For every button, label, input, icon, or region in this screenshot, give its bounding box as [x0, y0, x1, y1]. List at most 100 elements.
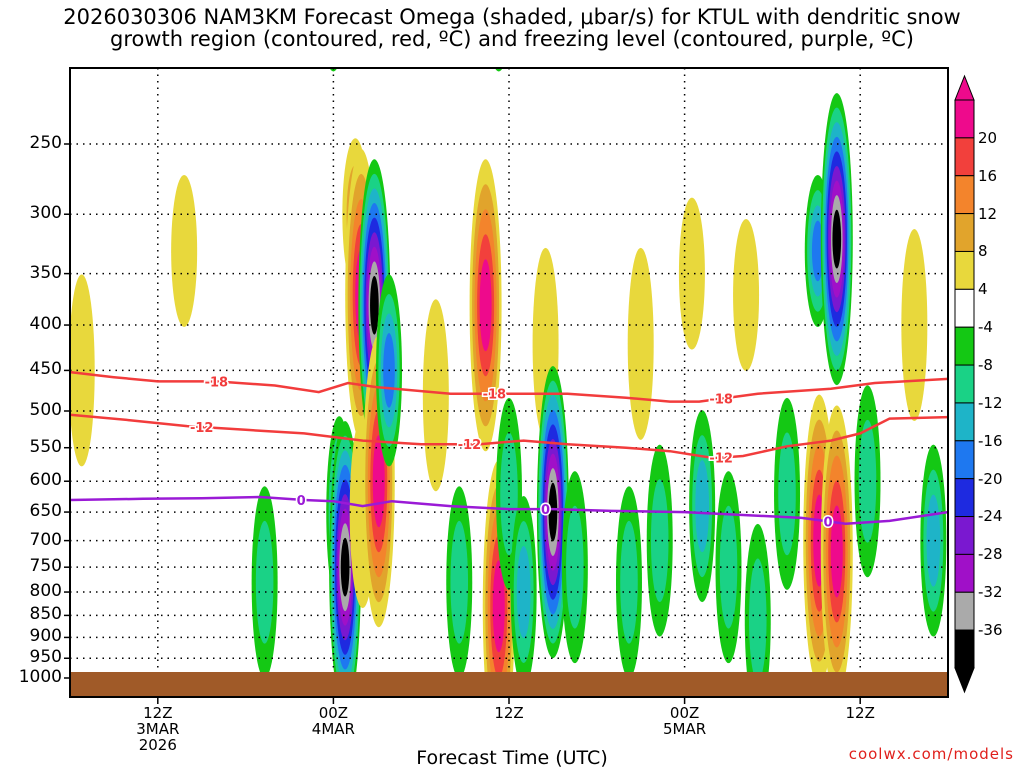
omega-cell-38: [920, 444, 947, 637]
omega-cell-3: [329, 68, 338, 72]
x-tick-label-48-line-1: 5MAR: [663, 720, 707, 738]
y-tick-label-400: 400: [29, 314, 62, 335]
y-tick-label-1000: 1000: [18, 667, 62, 687]
omega-cell-1-band-0: [171, 174, 198, 327]
contour-label--12-0: -12: [190, 421, 214, 436]
colorbar-bin-1: [954, 137, 975, 177]
y-tick-label-350: 350: [29, 262, 62, 283]
title-line-2: growth region (contoured, red, ºC) and f…: [110, 27, 914, 51]
colorbar-bottom-arrow: [954, 667, 975, 694]
omega-cell-32-band-3: [811, 220, 824, 282]
contour-label--18-2: -18: [709, 393, 733, 408]
temperature-contours: -18 -18 -18 -12 -12 -12 0 0 0: [70, 370, 948, 532]
y-tick-label-750: 750: [29, 556, 62, 577]
omega-cell-5-band-8: [340, 537, 350, 597]
omega-cell-0-band-0: [70, 274, 95, 467]
contour-label-0-2: 0: [823, 515, 832, 530]
omega-cell-28: [715, 471, 742, 664]
colorbar-label-9: -20: [978, 469, 1003, 488]
omega-cell-17-band-1: [500, 432, 518, 556]
x-tick-label-36: 12Z: [469, 705, 549, 721]
contour--18: [70, 370, 948, 403]
omega-cell-0: [70, 274, 95, 467]
y-tick-label-450: 450: [29, 359, 62, 380]
omega-cell-24-band-0: [627, 247, 654, 440]
y-tick-label-300: 300: [29, 203, 62, 224]
omega-cell-35: [820, 405, 853, 697]
colorbar-bin-4: [954, 250, 975, 290]
y-axis-ticks: [64, 143, 70, 679]
omega-cell-9-band-8: [370, 275, 379, 335]
y-tick-label-600: 600: [29, 470, 62, 491]
y-tick-label-800: 800: [29, 581, 62, 602]
omega-cell-30-band-1: [748, 558, 767, 682]
omega-cell-23: [615, 486, 642, 679]
y-tick-label-500: 500: [29, 400, 62, 420]
omega-cell-37-band-0: [901, 229, 928, 422]
colorbar-bin-13: [954, 591, 975, 631]
colorbar-bin-8: [954, 402, 975, 442]
omega-cell-34: [820, 93, 853, 386]
x-axis-ticks: [157, 697, 861, 704]
y-tick-label-950: 950: [29, 647, 62, 668]
colorbar-bin-12: [954, 553, 975, 593]
colorbar-bin-11: [954, 516, 975, 555]
omega-cell-18-band-2: [516, 546, 531, 639]
colorbar-top-arrow: [954, 74, 975, 101]
y-tick-label-650: 650: [29, 501, 62, 522]
colorbar-label-6: -8: [978, 356, 993, 374]
omega-cell-1: [171, 174, 198, 327]
colorbar-bin-7: [954, 364, 975, 404]
y-tick-label-250: 250: [29, 133, 62, 153]
omega-cell-12: [422, 299, 449, 492]
omega-cell-38-band-2: [926, 494, 941, 587]
omega-cell-21-band-8: [548, 482, 558, 542]
omega-cell-21: [536, 366, 569, 659]
colorbar-label-10: -24: [978, 507, 1003, 526]
x-tick-label-24-line-0: 00Z: [318, 704, 349, 722]
omega-cell-18: [510, 496, 537, 689]
title-line-1: 2026030306 NAM3KM Forecast Omega (shaded…: [63, 5, 961, 29]
x-tick-label-12-line-0: 12Z: [143, 704, 173, 722]
colorbar-label-0: 20: [978, 128, 998, 147]
omega-cell-24: [627, 247, 654, 440]
omega-cell-16-band-4: [492, 560, 505, 653]
omega-cell-31: [774, 397, 801, 590]
contour-label--18-1: -18: [483, 388, 507, 403]
x-tick-label-12-line-1: 3MAR: [136, 720, 180, 738]
x-tick-label-12-line-2: 2026: [138, 736, 177, 754]
omega-cell-36-band-1: [858, 419, 877, 543]
omega-cell-27: [689, 410, 716, 603]
colorbar-label-5: -4: [978, 318, 993, 337]
x-tick-label-60: 12Z: [820, 705, 900, 721]
y-tick-label-850: 850: [29, 604, 62, 625]
x-tick-label-48-line-0: 00Z: [669, 704, 700, 722]
omega-cell-26-band-0: [678, 197, 705, 350]
omega-cell-15: [494, 68, 503, 72]
omega-cell-34-band-8: [832, 209, 842, 269]
omega-cell-3-band-0: [329, 68, 338, 72]
colorbar-bin-2: [954, 175, 975, 215]
x-tick-label-24: 00Z 4MAR: [293, 705, 373, 737]
omega-cell-22: [561, 471, 588, 664]
ground-surface: [70, 672, 948, 697]
contour-label--12-2: -12: [709, 452, 733, 467]
omega-cell-2-band-1: [255, 520, 274, 644]
omega-cell-13-band-1: [450, 520, 469, 644]
y-tick-label-900: 900: [29, 626, 62, 647]
colorbar-bin-3: [954, 213, 975, 252]
contour-label--18-0: -18: [205, 375, 229, 390]
omega-cell-2: [251, 486, 278, 679]
colorbar-label-3: 8: [978, 242, 988, 261]
colorbar-label-8: -16: [978, 431, 1003, 450]
colorbar-label-7: -12: [978, 393, 1003, 412]
omega-cell-30: [744, 523, 771, 697]
omega-cell-14: [469, 159, 502, 452]
omega-cell-12-band-0: [422, 299, 449, 492]
colorbar-label-2: 12: [978, 204, 998, 223]
omega-cell-29: [733, 219, 760, 372]
omega-cell-31-band-1: [778, 432, 796, 556]
omega-cell-25-band-1: [650, 479, 669, 602]
contour-label-0-1: 0: [541, 503, 550, 518]
